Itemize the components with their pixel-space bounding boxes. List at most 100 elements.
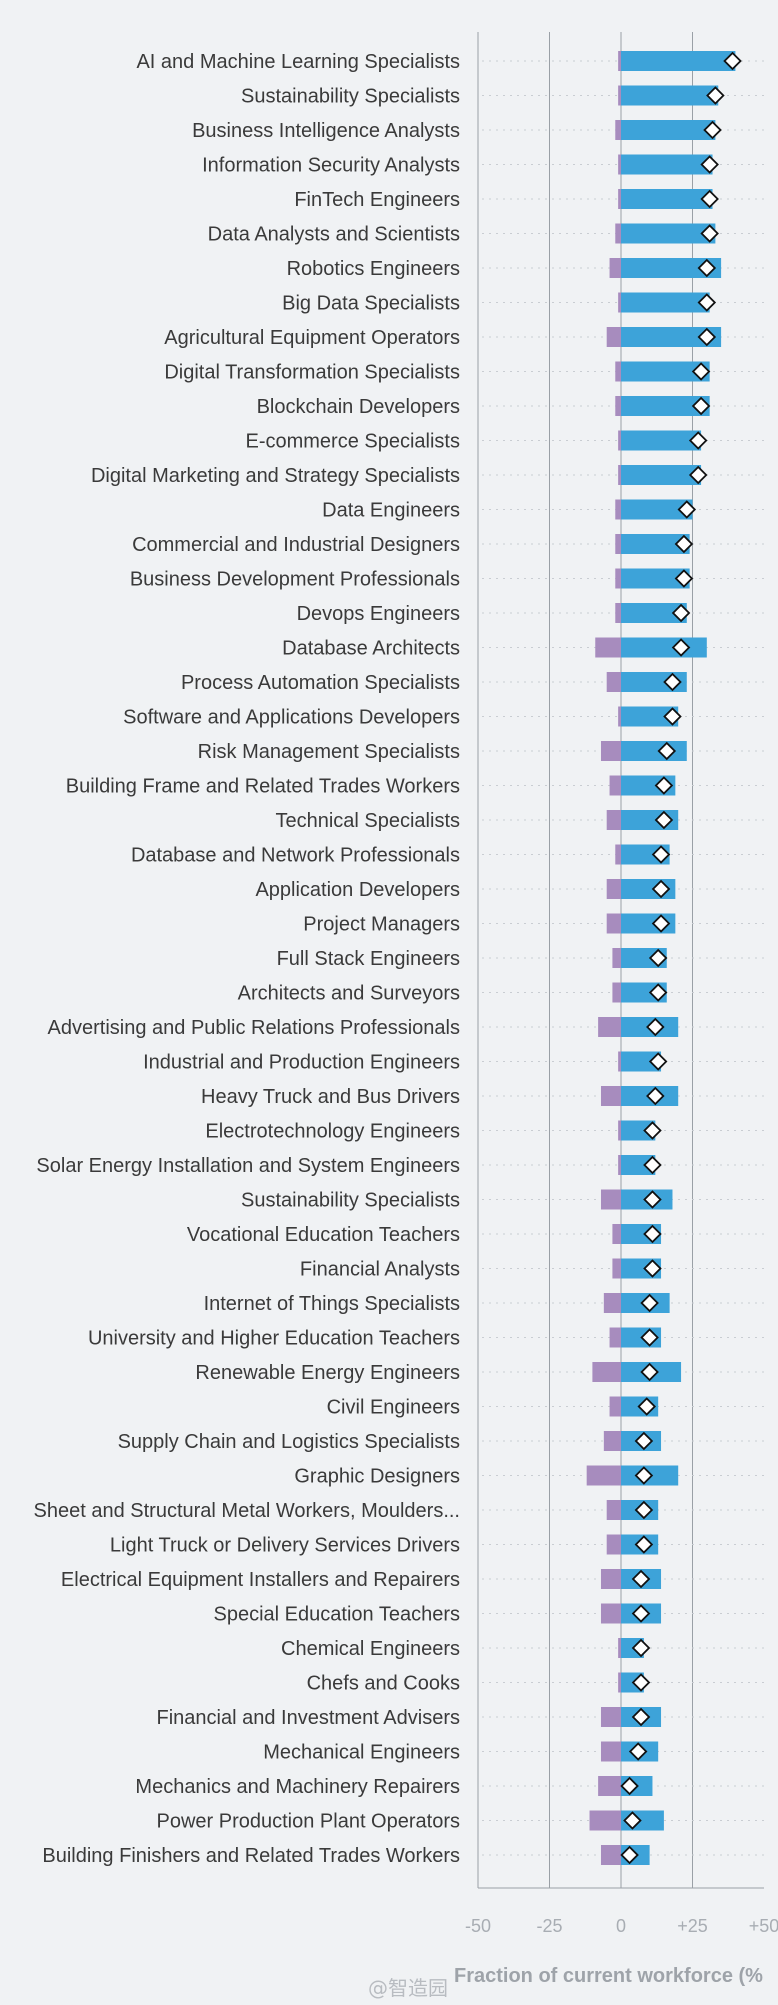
growth-bar (621, 603, 687, 623)
category-label: Civil Engineers (327, 1397, 460, 1419)
category-label: Risk Management Specialists (198, 741, 460, 763)
category-label: Internet of Things Specialists (204, 1293, 460, 1315)
net-marker (631, 1673, 651, 1692)
decline-bar (618, 189, 621, 209)
net-marker (674, 534, 694, 554)
category-label: Business Development Professionals (130, 569, 460, 591)
net-marker (628, 1742, 648, 1761)
net-marker (623, 1811, 642, 1830)
decline-bar (609, 1327, 621, 1348)
category-label: Graphic Designers (294, 1466, 460, 1488)
decline-bar (615, 120, 621, 140)
growth-bar (621, 154, 713, 175)
net-marker (691, 362, 711, 381)
category-label: Digital Marketing and Strategy Specialis… (91, 465, 460, 487)
decline-bar (618, 465, 621, 485)
decline-bar (609, 775, 621, 796)
net-marker (640, 1328, 659, 1347)
growth-bar (621, 1120, 656, 1141)
net-marker (651, 845, 671, 864)
net-marker (634, 1535, 654, 1554)
growth-bar (621, 223, 716, 244)
decline-bar (589, 1810, 621, 1831)
growth-bar (621, 534, 690, 554)
decline-bar (606, 810, 621, 830)
decline-bar (606, 1534, 621, 1555)
decline-bar (600, 1569, 621, 1589)
watermark: @智造园 (368, 1976, 448, 2000)
category-label: Full Stack Engineers (277, 948, 460, 970)
category-label: Solar Energy Installation and System Eng… (36, 1155, 460, 1177)
decline-bar (618, 1051, 621, 1072)
category-label: Vocational Education Teachers (187, 1224, 460, 1246)
category-label: Application Developers (255, 879, 460, 901)
net-marker (646, 1017, 665, 1037)
growth-bar (621, 327, 722, 347)
growth-bar (621, 1155, 656, 1175)
decline-bar (606, 327, 621, 347)
decline-bar (615, 844, 621, 865)
decline-bar (618, 1638, 621, 1658)
decline-bar (603, 1431, 621, 1451)
category-label: AI and Machine Learning Specialists (136, 51, 460, 73)
decline-bar (612, 1224, 621, 1244)
net-marker (706, 86, 725, 105)
net-marker (643, 1121, 662, 1140)
category-label: Robotics Engineers (287, 258, 460, 280)
decline-bar (606, 1500, 621, 1520)
net-marker (723, 51, 742, 71)
decline-bar (618, 292, 621, 313)
category-label: Agricultural Equipment Operators (164, 327, 460, 349)
decline-bar (615, 568, 621, 589)
decline-bar (586, 1465, 621, 1486)
net-marker (634, 1431, 654, 1451)
x-tick-label: -50 (465, 1916, 491, 1936)
category-label: Supply Chain and Logistics Specialists (118, 1431, 460, 1453)
category-labels: AI and Machine Learning Specialists Susta… (34, 51, 460, 1867)
decline-bar (595, 637, 621, 658)
decline-bar (615, 499, 621, 520)
category-label: Chefs and Cooks (307, 1673, 460, 1695)
decline-bar (612, 1258, 621, 1279)
category-label: Data Analysts and Scientists (208, 224, 460, 246)
net-marker (703, 120, 722, 140)
net-marker (620, 1845, 639, 1865)
net-marker (677, 500, 697, 519)
x-tick-label: +50 (749, 1916, 778, 1936)
growth-bar (621, 120, 716, 140)
category-label: Sheet and Structural Metal Workers, Moul… (34, 1500, 460, 1522)
decline-bar (609, 258, 621, 278)
growth-bar (621, 51, 736, 71)
net-marker (631, 1569, 651, 1589)
net-marker (651, 879, 671, 899)
growth-bar (621, 568, 690, 589)
decline-bar (615, 361, 621, 382)
category-label: Process Automation Specialists (181, 672, 460, 694)
net-marker (643, 1190, 662, 1209)
decline-bar (618, 85, 621, 106)
decline-bar (612, 982, 621, 1003)
net-marker (697, 327, 717, 347)
category-label: Financial Analysts (300, 1259, 460, 1281)
decline-bar (618, 51, 621, 71)
category-label: Building Frame and Related Trades Worker… (66, 776, 460, 798)
net-marker (671, 638, 691, 657)
category-label: Database and Network Professionals (131, 845, 460, 867)
net-markers (620, 51, 742, 1865)
net-marker (688, 431, 708, 450)
decline-bar (615, 534, 621, 554)
growth-bar (621, 465, 702, 485)
decline-bar (615, 223, 621, 244)
net-marker (671, 603, 691, 623)
net-marker (691, 396, 711, 416)
category-label: Business Intelligence Analysts (192, 120, 460, 142)
category-label: FinTech Engineers (294, 189, 460, 211)
category-label: Electrical Equipment Installers and Repa… (61, 1569, 460, 1591)
growth-bar (621, 189, 713, 209)
decline-bar (600, 1741, 621, 1762)
category-label: Data Engineers (322, 500, 460, 522)
category-label: Renewable Energy Engineers (195, 1362, 460, 1384)
decline-bar (600, 1086, 621, 1106)
category-label: Chemical Engineers (281, 1638, 460, 1660)
